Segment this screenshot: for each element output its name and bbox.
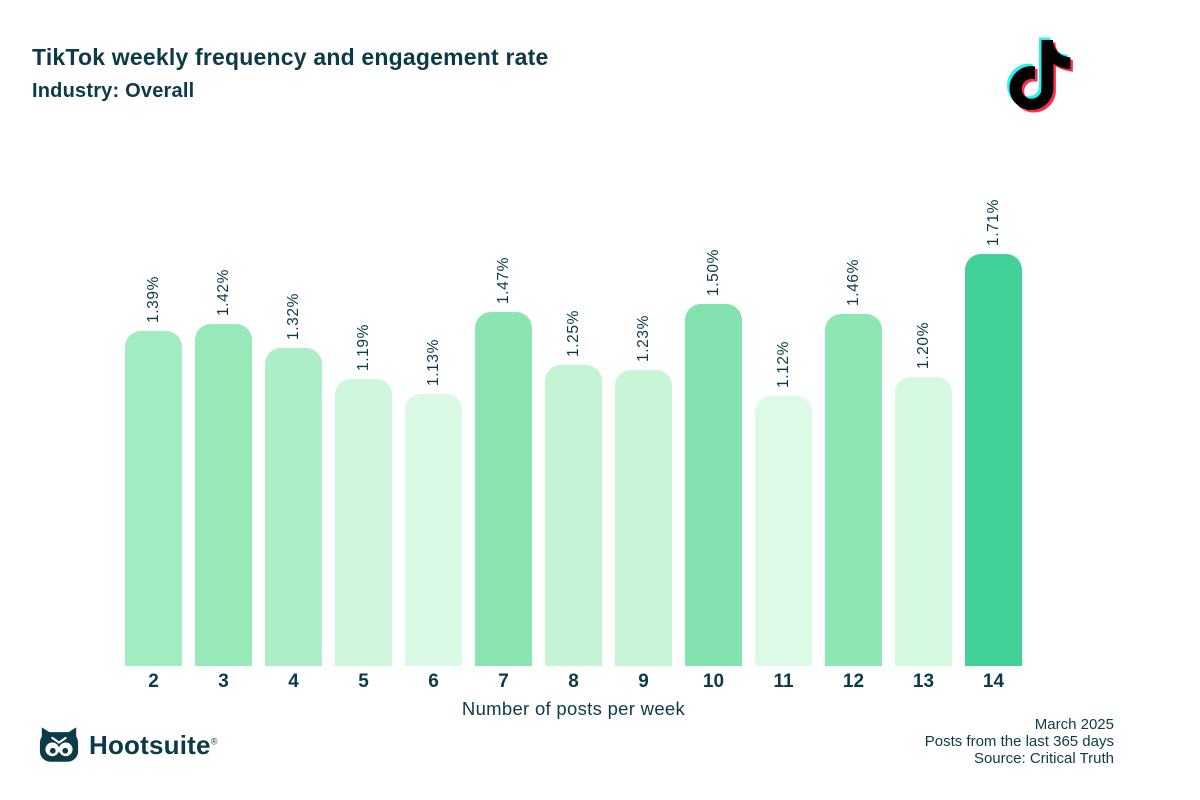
page-title: TikTok weekly frequency and engagement r…: [32, 44, 549, 70]
x-tick-label: 6: [428, 671, 439, 692]
bar: [545, 365, 602, 666]
hootsuite-owl-icon: [39, 727, 79, 762]
bar: [755, 396, 812, 666]
x-tick-label: 12: [842, 671, 865, 692]
bar: [265, 348, 322, 666]
bar-value-label: 1.39%: [144, 276, 162, 323]
x-tick-label: 11: [773, 671, 794, 692]
x-tick-label: 7: [498, 671, 509, 692]
x-tick-label: 3: [218, 671, 229, 692]
x-tick-label: 8: [568, 671, 579, 692]
x-axis-label: Number of posts per week: [461, 698, 686, 719]
meta-source: Source: Critical Truth: [973, 750, 1114, 767]
x-tick-label: 5: [358, 671, 369, 692]
bar-value-label: 1.25%: [564, 310, 582, 357]
x-tick-label: 2: [148, 671, 159, 692]
bar-value-label: 1.13%: [424, 339, 442, 386]
bar-value-label: 1.46%: [844, 259, 862, 306]
meta-range: Posts from the last 365 days: [924, 733, 1114, 750]
bar-value-label: 1.32%: [284, 293, 302, 340]
bar-value-label: 1.71%: [984, 199, 1002, 246]
hootsuite-wordmark: Hootsuite®: [89, 730, 218, 760]
bar: [685, 304, 742, 666]
bar-value-label: 1.47%: [494, 257, 512, 304]
bar-value-label: 1.50%: [704, 249, 722, 296]
bar: [475, 312, 532, 666]
x-tick-label: 4: [288, 671, 299, 692]
bar-value-label: 1.12%: [774, 341, 792, 388]
x-tick-label: 10: [702, 671, 725, 692]
bar: [895, 377, 952, 666]
bar-value-label: 1.23%: [634, 315, 652, 362]
meta-date: March 2025: [1034, 716, 1114, 733]
page-subtitle: Industry: Overall: [32, 80, 195, 102]
bar: [965, 254, 1022, 666]
x-tick-label: 13: [912, 671, 935, 692]
bar-value-label: 1.42%: [214, 269, 232, 316]
bar: [335, 379, 392, 666]
bar: [825, 314, 882, 666]
bar: [125, 331, 182, 666]
hootsuite-logo: Hootsuite®: [38, 727, 218, 764]
chart-meta: March 2025 Posts from the last 365 days …: [925, 716, 1114, 767]
bar: [195, 324, 252, 666]
registered-mark: ®: [210, 736, 218, 747]
x-tick-label: 14: [982, 671, 1005, 692]
bar-value-label: 1.19%: [354, 324, 372, 371]
bar: [615, 370, 672, 666]
bar-value-label: 1.20%: [914, 322, 932, 369]
x-tick-label: 9: [638, 671, 649, 692]
tiktok-icon: [1007, 37, 1073, 113]
bar: [405, 394, 462, 666]
